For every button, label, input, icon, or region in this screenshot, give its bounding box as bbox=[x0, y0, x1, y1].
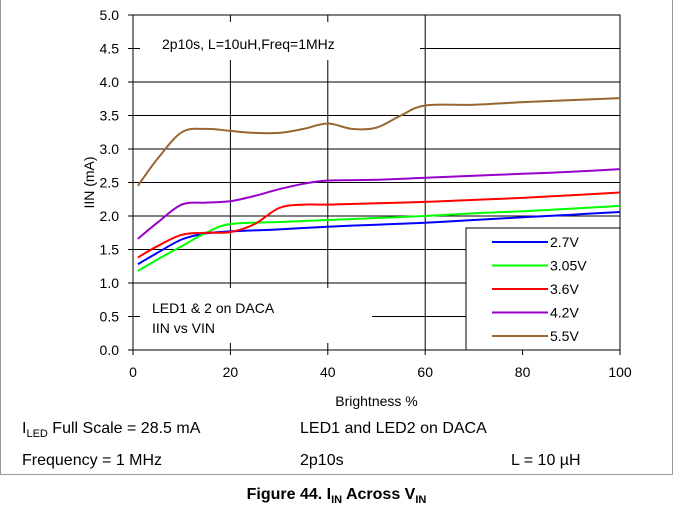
x-tick-label: 60 bbox=[417, 364, 433, 380]
frequency-note: Frequency = 1 MHz bbox=[22, 452, 163, 469]
annotation-line: LED1 & 2 on DACA bbox=[152, 300, 275, 316]
caption-middle: Across V bbox=[342, 486, 416, 503]
y-tick-label: 2.0 bbox=[100, 208, 120, 224]
caption-sub-in-1: IN bbox=[331, 494, 343, 507]
x-tick-label: 80 bbox=[515, 364, 531, 380]
caption-prefix: Figure 44. I bbox=[246, 486, 332, 503]
iled-symbol: I bbox=[22, 420, 27, 437]
figure-caption: Figure 44. IIN Across VIN bbox=[0, 486, 673, 506]
y-tick-label: 5.0 bbox=[100, 7, 120, 23]
annotation-box bbox=[140, 288, 372, 343]
chart-title: 2p10s, L=10uH,Freq=1MHz bbox=[162, 36, 335, 52]
iled-subscript: LED bbox=[26, 428, 48, 441]
y-tick-label: 4.0 bbox=[100, 74, 120, 90]
config-note: 2p10s bbox=[300, 452, 344, 469]
iled-value: Full Scale = 28.5 mA bbox=[47, 420, 201, 437]
series-line-4.2V bbox=[137, 168, 621, 240]
legend-label: 4.2V bbox=[550, 305, 579, 321]
y-axis-label: IIN (mA) bbox=[81, 156, 97, 208]
title-box bbox=[140, 22, 420, 60]
y-tick-label: 0.5 bbox=[100, 309, 120, 325]
y-tick-label: 1.0 bbox=[100, 275, 120, 291]
series-line-3.6V bbox=[137, 191, 621, 259]
chart: 0.0 0.5 1.0 1.5 2.0 2.5 3.0 3.5 4.0 4.5 5.0 0 20 40 60… bbox=[81, 7, 632, 409]
x-tick-label: 0 bbox=[129, 364, 137, 380]
inductance-note: L = 10 µH bbox=[511, 452, 581, 469]
x-tick-label: 100 bbox=[608, 364, 632, 380]
x-tick-label: 20 bbox=[223, 364, 239, 380]
x-tick-label: 40 bbox=[320, 364, 336, 380]
iled-full-scale-note: ILED Full Scale = 28.5 mA bbox=[22, 420, 200, 440]
y-tick-label: 0.0 bbox=[100, 342, 120, 358]
caption-sub-in-2: IN bbox=[415, 494, 427, 507]
legend-label: 3.05V bbox=[550, 258, 587, 274]
y-tick-label: 4.5 bbox=[100, 41, 120, 57]
series-line-5.5V bbox=[137, 97, 621, 187]
legend-label: 5.5V bbox=[550, 328, 579, 344]
y-tick-label: 3.0 bbox=[100, 141, 120, 157]
led-daca-note: LED1 and LED2 on DACA bbox=[300, 420, 487, 437]
y-tick-label: 2.5 bbox=[100, 175, 120, 191]
series-line-2.7V bbox=[137, 211, 621, 266]
y-tick-label: 3.5 bbox=[100, 108, 120, 124]
series-line-3.05V bbox=[137, 204, 621, 272]
y-tick-label: 1.5 bbox=[100, 242, 120, 258]
x-axis-label: Brightness % bbox=[335, 393, 417, 409]
annotation-line: IIN vs VIN bbox=[152, 320, 215, 336]
legend-label: 2.7V bbox=[550, 234, 579, 250]
legend-label: 3.6V bbox=[550, 281, 579, 297]
